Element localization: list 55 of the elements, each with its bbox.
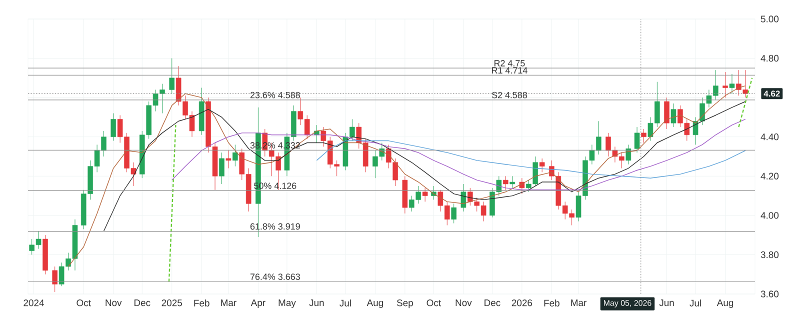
x-tick-label: Mar <box>221 300 236 306</box>
x-tick-label: Oct <box>76 300 91 306</box>
candlestick <box>232 144 238 167</box>
candlestick <box>160 84 165 114</box>
x-tick-label: Jul <box>340 300 351 306</box>
candlestick <box>110 113 116 142</box>
x-tick-label: 2025 <box>162 300 182 306</box>
candlestick <box>219 152 224 184</box>
x-tick-label: Jun <box>659 300 674 306</box>
y-tick-label: 4.80 <box>760 54 779 62</box>
x-tick-label: Nov <box>456 300 472 306</box>
candlestick <box>722 72 728 98</box>
candlestick <box>422 188 428 202</box>
candlestick <box>641 128 646 143</box>
ref-line-label: 76.4% 3.663 <box>250 274 300 280</box>
y-tick-label: 3.80 <box>760 251 779 258</box>
candlestick <box>510 176 515 188</box>
y-tick-label: 4.40 <box>760 134 779 140</box>
x-tick-label: Oct <box>426 300 441 306</box>
y-tick-label: 4.00 <box>760 212 779 219</box>
x-tick-label: May <box>278 300 296 308</box>
candlestick <box>502 176 508 190</box>
line-series <box>103 101 746 232</box>
candlestick <box>670 103 676 128</box>
x-tick-label: Feb <box>194 300 210 306</box>
candlestick <box>226 150 232 169</box>
candlestick <box>729 74 735 94</box>
y-tick-label: 3.60 <box>760 290 779 298</box>
x-tick-label: Sep <box>396 300 413 308</box>
candlestick <box>169 58 175 94</box>
y-tick-label: 5.00 <box>760 16 779 22</box>
y-tick-label: 4.20 <box>760 172 779 180</box>
x-tick-label: Nov <box>106 300 122 306</box>
ref-line-label: 4.62 <box>764 90 780 97</box>
annotation: R1 4.714 <box>492 67 528 74</box>
x-tick-label: Feb <box>544 300 560 306</box>
annotation: S2 4.588 <box>492 92 528 98</box>
x-tick-label: 2026 <box>512 300 532 306</box>
x-tick-label: Apr <box>250 300 266 308</box>
annotation: R2 4.75 <box>494 60 525 66</box>
candlestick <box>539 158 545 172</box>
x-tick-label: Mar <box>571 300 587 306</box>
candlestick <box>52 266 58 292</box>
candlestick <box>634 126 640 153</box>
x-tick-label: 2024 <box>24 300 44 306</box>
x-tick-label: Jul <box>690 300 701 306</box>
candlestick <box>460 184 466 212</box>
x-tick-label: Dec <box>134 300 150 306</box>
candlestick <box>664 97 670 130</box>
x-tick-label: Aug <box>716 300 734 308</box>
x-tick-label: Dec <box>484 300 500 306</box>
ref-line-label: 23.6% 4.588 <box>250 92 300 98</box>
x-tick-label: Jun <box>309 300 324 306</box>
candlestick <box>451 203 456 224</box>
x-tick-label: Aug <box>366 300 384 308</box>
